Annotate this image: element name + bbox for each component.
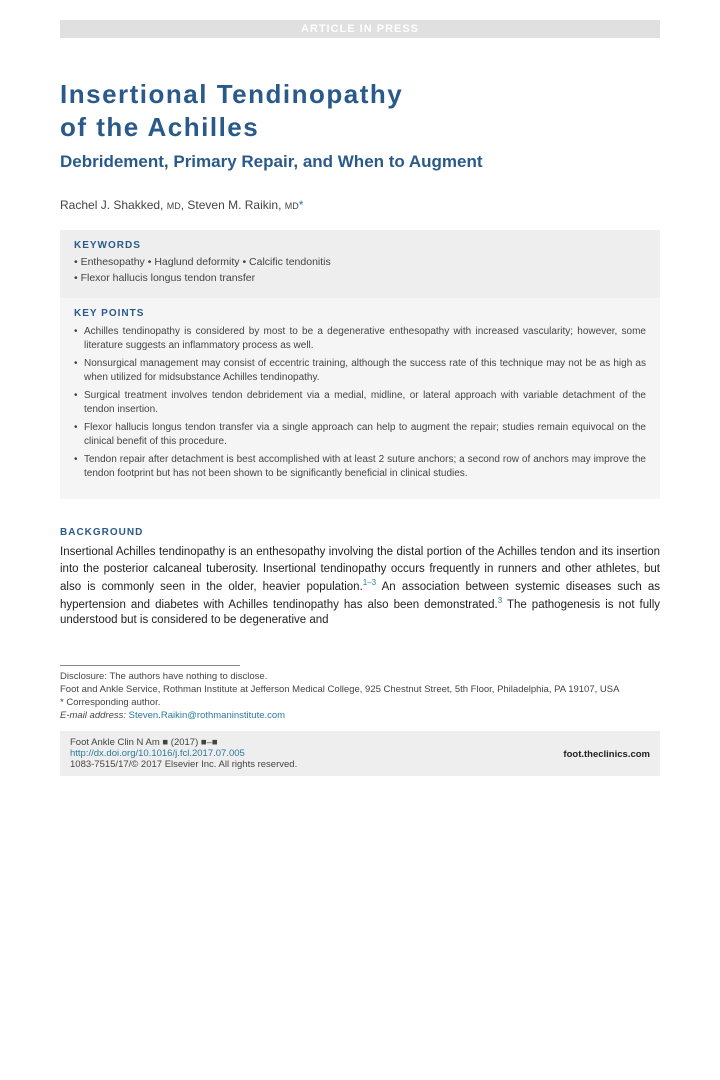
email-label: E-mail address: xyxy=(60,710,129,721)
issn-copyright: 1083-7515/17/© 2017 Elsevier Inc. All ri… xyxy=(70,759,650,770)
keywords-heading: KEYWORDS xyxy=(74,240,646,251)
article-subtitle: Debridement, Primary Repair, and When to… xyxy=(60,151,660,174)
keypoint-item: Achilles tendinopathy is considered by m… xyxy=(74,325,646,352)
article-in-press-banner: ARTICLE IN PRESS xyxy=(60,20,660,38)
author-1-degree: MD xyxy=(167,201,181,211)
keypoint-item: Nonsurgical management may consist of ec… xyxy=(74,357,646,384)
title-line-1: Insertional Tendinopathy xyxy=(60,79,403,109)
author-2-degree: MD xyxy=(285,201,299,211)
corresponding-author-star: * xyxy=(299,198,304,212)
affiliation-line: Foot and Ankle Service, Rothman Institut… xyxy=(60,683,660,696)
author-2-name: Steven M. Raikin, xyxy=(187,198,281,212)
author-email-link[interactable]: Steven.Raikin@rothmaninstitute.com xyxy=(129,710,285,721)
email-line: E-mail address: Steven.Raikin@rothmanins… xyxy=(60,709,660,722)
background-paragraph: Insertional Achilles tendinopathy is an … xyxy=(60,544,660,628)
reference-1-3[interactable]: 1–3 xyxy=(363,578,376,587)
title-line-2: of the Achilles xyxy=(60,112,259,142)
journal-website[interactable]: foot.theclinics.com xyxy=(563,749,650,760)
keypoint-item: Flexor hallucis longus tendon transfer v… xyxy=(74,421,646,448)
corresponding-author-line: * Corresponding author. xyxy=(60,696,660,709)
authors-line: Rachel J. Shakked, MD, Steven M. Raikin,… xyxy=(60,198,660,212)
keywords-list: • Enthesopathy • Haglund deformity • Cal… xyxy=(74,255,646,287)
article-content: Insertional Tendinopathy of the Achilles… xyxy=(0,78,720,629)
citation-box: Foot Ankle Clin N Am ■ (2017) ■–■ http:/… xyxy=(60,731,660,776)
background-heading: BACKGROUND xyxy=(60,527,660,538)
keypoint-item: Tendon repair after detachment is best a… xyxy=(74,453,646,480)
journal-citation: Foot Ankle Clin N Am ■ (2017) ■–■ xyxy=(70,737,650,748)
keywords-line-1: • Enthesopathy • Haglund deformity • Cal… xyxy=(74,255,646,271)
keywords-line-2: • Flexor hallucis longus tendon transfer xyxy=(74,271,646,287)
keypoint-item: Surgical treatment involves tendon debri… xyxy=(74,389,646,416)
keypoints-list: Achilles tendinopathy is considered by m… xyxy=(74,325,646,480)
keywords-box: KEYWORDS • Enthesopathy • Haglund deform… xyxy=(60,230,660,299)
author-1-name: Rachel J. Shakked, xyxy=(60,198,163,212)
article-title: Insertional Tendinopathy of the Achilles xyxy=(60,78,660,143)
disclosure-line: Disclosure: The authors have nothing to … xyxy=(60,670,660,683)
keypoints-box: KEY POINTS Achilles tendinopathy is cons… xyxy=(60,298,660,499)
keypoints-heading: KEY POINTS xyxy=(74,308,646,319)
disclosure-block: Disclosure: The authors have nothing to … xyxy=(0,666,720,723)
